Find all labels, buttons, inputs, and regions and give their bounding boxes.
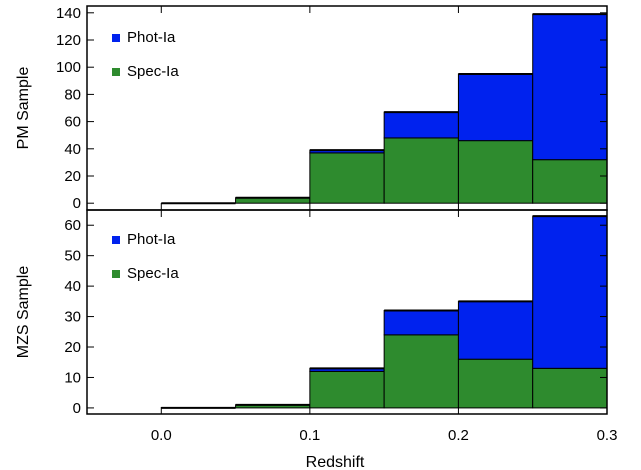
mzs-y-tick-label: 0: [73, 400, 81, 417]
mzs-y-tick-label: 60: [64, 217, 81, 234]
mzs-legend-label: Spec-Ia: [127, 265, 179, 282]
pm-y-tick-label: 40: [64, 141, 81, 158]
pm-bar-specia-2: [309, 152, 385, 204]
pm-legend-swatch: [112, 68, 120, 76]
mzs-legend-swatch: [112, 270, 120, 278]
mzs-legend-swatch: [112, 236, 120, 244]
x-tick-label: 0.2: [448, 427, 469, 444]
pm-bar-photia-3: [383, 111, 459, 139]
mzs-bar-specia-3: [383, 334, 459, 409]
pm-y-tick-label: 140: [56, 5, 81, 22]
x-tick-label: 0.3: [597, 427, 618, 444]
mzs-y-tick-label: 30: [64, 309, 81, 326]
mzs-plot-frame: [86, 209, 608, 415]
mzs-legend-label: Phot-Ia: [127, 231, 176, 248]
pm-y-tick-label: 120: [56, 32, 81, 49]
mzs-y-tick-label: 50: [64, 248, 81, 265]
pm-legend-label: Phot-Ia: [127, 29, 176, 46]
mzs-y-axis-title: MZS Sample: [15, 266, 32, 359]
mzs-bar-photia-3: [383, 309, 459, 336]
pm-legend-label: Spec-Ia: [127, 63, 179, 80]
pm-y-axis-title: PM Sample: [15, 67, 32, 150]
mzs-bar-photia-5: [532, 215, 608, 369]
pm-bar-specia-3: [383, 137, 459, 204]
mzs-bar-photia-4: [457, 300, 534, 360]
mzs-y-tick-label: 10: [64, 369, 81, 386]
pm-bar-specia-5: [532, 159, 608, 204]
mzs-bar-specia-5: [532, 367, 608, 409]
mzs-y-tick-label: 40: [64, 278, 81, 295]
mzs-y-tick-label: 20: [64, 339, 81, 356]
pm-y-tick-label: 0: [73, 195, 81, 212]
pm-bar-photia-4: [457, 73, 534, 142]
pm-y-tick-label: 80: [64, 86, 81, 103]
x-axis-title: Redshift: [306, 454, 365, 470]
mzs-bar-specia-2: [309, 370, 385, 409]
pm-sample-panel: 0 20 40 60 80 100 120 140 PM Sample Phot-Ia Spec-I…: [15, 5, 608, 212]
pm-bar-photia-5: [532, 13, 608, 161]
pm-y-tick-label: 100: [56, 59, 81, 76]
pm-y-tick-label: 20: [64, 168, 81, 185]
mzs-sample-panel: 0 10 20 30 40 50 60 MZS Sample 0.0 0.1 0.2 0.3 Phot-…: [15, 209, 618, 444]
pm-y-tick-label: 60: [64, 114, 81, 131]
pm-bar-specia-4: [457, 140, 534, 204]
mzs-bar-specia-4: [457, 358, 534, 409]
x-tick-label: 0.1: [299, 427, 320, 444]
x-tick-label: 0.0: [151, 427, 172, 444]
pm-legend-swatch: [112, 34, 120, 42]
